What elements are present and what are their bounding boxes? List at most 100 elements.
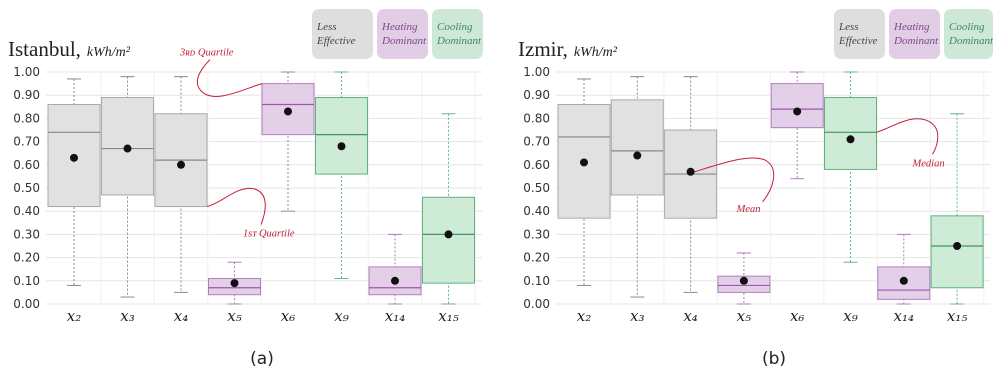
box-4: [261, 71, 315, 212]
chart-title: Izmir, kWh/m²: [518, 37, 618, 61]
legend-label: Dominant: [381, 35, 427, 47]
y-tick-label: 0.10: [523, 274, 550, 288]
legend-item-2: Cooling Dominant: [432, 9, 483, 59]
unit-label: kWh/m²: [87, 45, 131, 60]
x-tick-label: x₁₄: [385, 307, 406, 325]
legend-label: Cooling: [949, 21, 985, 33]
mean-point: [230, 279, 239, 288]
mean-point: [284, 107, 292, 116]
box-3: [717, 252, 771, 305]
annotation-mean: Mean: [736, 204, 761, 215]
annotation-3rd-quartile: 3ʀᴅ Quartile: [179, 48, 234, 59]
mean-point: [177, 160, 185, 169]
x-axis: x₂ x₃ x₄ x₅ x₆ x₉ x₁₄ x₁₅: [577, 307, 968, 325]
iqr-box: [315, 97, 368, 175]
box-6: [368, 233, 422, 305]
y-tick-label: 0.60: [523, 158, 550, 172]
y-tick-label: 0.40: [523, 204, 550, 218]
mean-point: [580, 158, 588, 167]
box-5: [315, 71, 368, 279]
x-tick-label: x₁₄: [894, 307, 915, 325]
chart-title: Istanbul, kWh/m²: [8, 37, 131, 61]
box-5: [824, 71, 877, 263]
x-tick-label: x₄: [683, 307, 697, 325]
x-tick-label: x₉: [334, 307, 348, 325]
legend-swatch: [944, 9, 993, 59]
boxes: [557, 71, 984, 305]
y-tick-label: 0.30: [523, 227, 550, 241]
box-7: [930, 113, 984, 305]
legend-swatch: [834, 9, 885, 59]
iqr-box: [770, 83, 824, 129]
box-1: [610, 76, 664, 298]
iqr-box: [422, 196, 475, 284]
y-tick-label: 0.10: [13, 274, 40, 288]
city-name: Istanbul,: [8, 37, 81, 61]
legend-label: Effective: [838, 35, 878, 47]
y-tick-label: 0.00: [523, 297, 550, 311]
box-6: [877, 233, 931, 305]
iqr-box: [930, 215, 984, 289]
legend-swatch: [432, 9, 483, 59]
mean-point: [70, 153, 78, 162]
box-2: [664, 76, 718, 293]
panel-label: (b): [762, 349, 786, 369]
y-tick-label: 0.20: [13, 251, 40, 265]
annotation-median: Median: [912, 158, 945, 169]
y-tick-label: 0.90: [13, 88, 40, 102]
legend: Less Effective Heating Dominant Cooling Domin…: [312, 9, 483, 59]
y-tick-label: 0.80: [13, 111, 40, 125]
mean-point: [391, 276, 399, 285]
iqr-box: [824, 97, 877, 170]
legend-label: Dominant: [436, 35, 482, 47]
mean-point: [686, 167, 695, 176]
unit-label: kWh/m²: [574, 45, 618, 60]
x-tick-label: x₅: [227, 307, 241, 325]
legend-label: Dominant: [893, 35, 939, 47]
y-tick-label: 0.00: [13, 297, 40, 311]
mean-point: [337, 142, 346, 151]
box-2: [154, 76, 208, 293]
x-tick-label: x₃: [120, 307, 134, 325]
y-tick-label: 1.00: [13, 65, 40, 79]
annotation-arrow: [206, 188, 266, 225]
legend: Less Effective Heating Dominant Cooling Domin…: [834, 9, 993, 59]
x-tick-label: x₁₅: [947, 307, 968, 325]
x-tick-label: x₆: [790, 307, 804, 325]
legend-item-1: Heating Dominant: [889, 9, 940, 59]
y-tick-label: 0.50: [523, 181, 550, 195]
legend-label: Cooling: [437, 21, 473, 33]
x-axis: x₂ x₃ x₄ x₅ x₆ x₉ x₁₄ x₁₅: [67, 307, 459, 325]
panel-a: Istanbul, kWh/m² 0.00 0.10 0.20 0.30 0.40 0.50…: [8, 9, 483, 369]
legend-label: Heating: [893, 21, 930, 33]
legend-swatch: [377, 9, 428, 59]
y-axis: 0.00 0.10 0.20 0.30 0.40 0.50 0.60 0.70 0.80 0.90…: [13, 65, 40, 311]
legend-item-0: Less Effective: [312, 9, 373, 59]
legend-label: Heating: [381, 21, 418, 33]
y-tick-label: 0.70: [523, 135, 550, 149]
legend-label: Effective: [316, 35, 356, 47]
x-tick-label: x₂: [67, 307, 81, 325]
legend-label: Dominant: [948, 35, 993, 47]
x-tick-label: x₉: [843, 307, 857, 325]
annotation-arrow: [694, 157, 775, 203]
y-tick-label: 0.20: [523, 251, 550, 265]
annotations: 3ʀᴅ Quartile 1sᴛ Quartile: [179, 48, 295, 240]
x-tick-label: x₁₅: [438, 307, 459, 325]
y-tick-label: 0.60: [13, 158, 40, 172]
mean-point: [739, 276, 748, 285]
legend-label: Less: [838, 21, 859, 33]
mean-point: [846, 135, 855, 144]
box-0: [47, 78, 101, 286]
x-tick-label: x₃: [630, 307, 644, 325]
box-1: [101, 76, 154, 298]
iqr-box: [610, 99, 664, 196]
x-tick-label: x₅: [737, 307, 751, 325]
panel-b: Izmir, kWh/m² 0.00 0.10 0.20 0.30 0.40 0.50 0.6…: [518, 9, 993, 369]
mean-point: [899, 276, 908, 285]
panel-label: (a): [250, 349, 274, 369]
x-tick-label: x₆: [281, 307, 295, 325]
y-tick-label: 1.00: [523, 65, 550, 79]
city-name: Izmir,: [518, 37, 568, 61]
